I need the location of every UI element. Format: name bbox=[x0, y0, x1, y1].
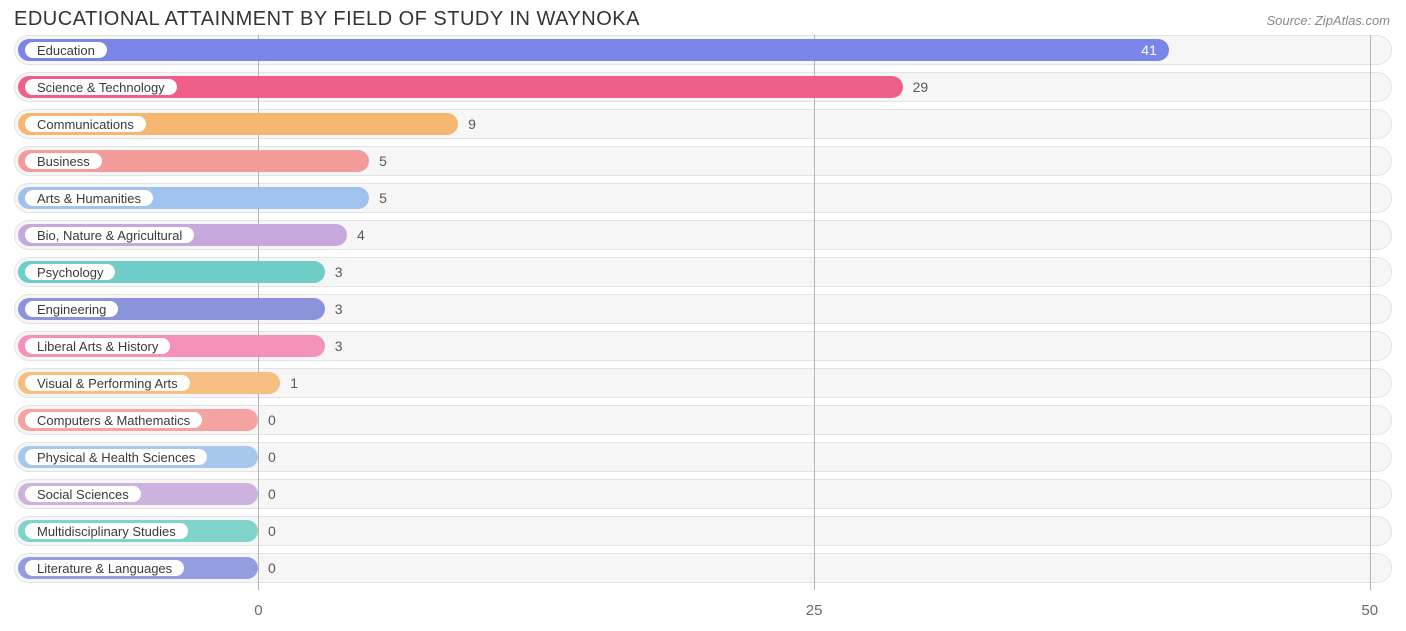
bar-row: Literature & Languages 0 bbox=[14, 553, 1392, 583]
chart-source: Source: ZipAtlas.com bbox=[1266, 13, 1390, 28]
bar-label: Social Sciences bbox=[24, 485, 142, 503]
bar-value: 41 bbox=[1141, 41, 1157, 59]
bar-row: Physical & Health Sciences 0 bbox=[14, 442, 1392, 472]
axis-tick: 25 bbox=[806, 602, 823, 619]
bar-value: 29 bbox=[913, 78, 929, 96]
bar-value: 4 bbox=[357, 226, 365, 244]
bar-value: 9 bbox=[468, 115, 476, 133]
bar-value: 5 bbox=[379, 152, 387, 170]
bar-label: Literature & Languages bbox=[24, 559, 185, 577]
bar-row: Psychology 3 bbox=[14, 257, 1392, 287]
axis-tick: 0 bbox=[254, 602, 262, 619]
bar-label: Arts & Humanities bbox=[24, 189, 154, 207]
bar-row: Bio, Nature & Agricultural 4 bbox=[14, 220, 1392, 250]
bar-label: Visual & Performing Arts bbox=[24, 374, 191, 392]
chart-area: Education41Science & Technology29Communi… bbox=[0, 35, 1406, 630]
bar-value: 0 bbox=[268, 522, 276, 540]
bar-label: Computers & Mathematics bbox=[24, 411, 203, 429]
bar-label: Multidisciplinary Studies bbox=[24, 522, 189, 540]
chart-plot: Education41Science & Technology29Communi… bbox=[14, 35, 1392, 590]
bar-label: Bio, Nature & Agricultural bbox=[24, 226, 195, 244]
bar-value: 0 bbox=[268, 559, 276, 577]
bar-value: 0 bbox=[268, 411, 276, 429]
bar-value: 3 bbox=[335, 337, 343, 355]
bar-row: Communications 9 bbox=[14, 109, 1392, 139]
chart-title: EDUCATIONAL ATTAINMENT BY FIELD OF STUDY… bbox=[14, 8, 640, 31]
bar-label: Communications bbox=[24, 115, 147, 133]
bar-value: 5 bbox=[379, 189, 387, 207]
bar-row: Social Sciences 0 bbox=[14, 479, 1392, 509]
bar-label: Physical & Health Sciences bbox=[24, 448, 208, 466]
bar-row: Arts & Humanities 5 bbox=[14, 183, 1392, 213]
bar-value: 3 bbox=[335, 300, 343, 318]
bar-value: 1 bbox=[290, 374, 298, 392]
bar-label: Business bbox=[24, 152, 103, 170]
bar-row: Multidisciplinary Studies 0 bbox=[14, 516, 1392, 546]
bar-row: Visual & Performing Arts 1 bbox=[14, 368, 1392, 398]
axis-tick: 50 bbox=[1361, 602, 1378, 619]
x-axis: 0 25 50 bbox=[14, 602, 1392, 622]
chart-header: EDUCATIONAL ATTAINMENT BY FIELD OF STUDY… bbox=[0, 0, 1406, 35]
bar-row: Business 5 bbox=[14, 146, 1392, 176]
bar-label: Liberal Arts & History bbox=[24, 337, 171, 355]
bar-label: Education bbox=[24, 41, 108, 59]
gridline bbox=[814, 35, 815, 590]
bar-row: Engineering 3 bbox=[14, 294, 1392, 324]
bar-value: 0 bbox=[268, 485, 276, 503]
bar-value: 0 bbox=[268, 448, 276, 466]
bar-fill bbox=[18, 39, 1169, 61]
bar-row: Liberal Arts & History 3 bbox=[14, 331, 1392, 361]
bar-label: Engineering bbox=[24, 300, 119, 318]
gridline bbox=[1370, 35, 1371, 590]
bar-value: 3 bbox=[335, 263, 343, 281]
bar-row: Computers & Mathematics 0 bbox=[14, 405, 1392, 435]
bar-label: Science & Technology bbox=[24, 78, 178, 96]
bar-row: Education 41 bbox=[14, 35, 1392, 65]
bar-row: Science & Technology 29 bbox=[14, 72, 1392, 102]
bar-label: Psychology bbox=[24, 263, 116, 281]
